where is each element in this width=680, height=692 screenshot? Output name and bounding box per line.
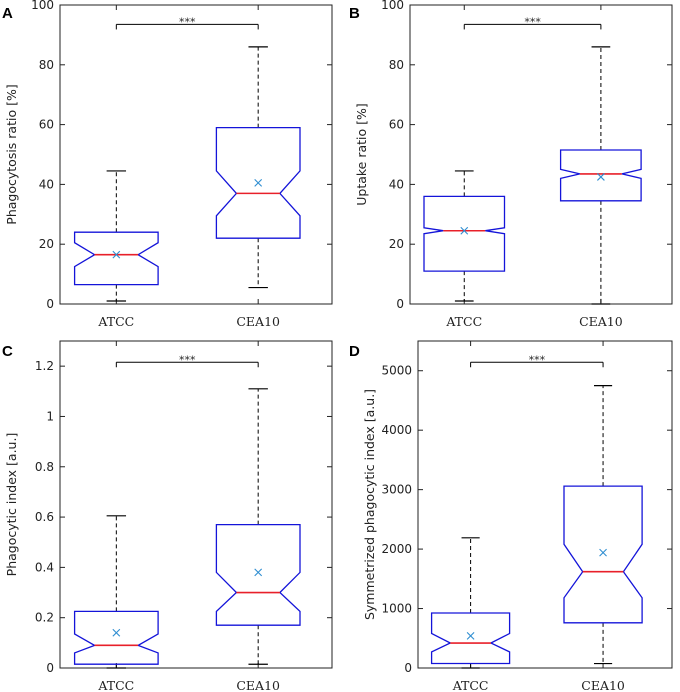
significance-label: *** xyxy=(524,15,541,28)
y-tick-label: 60 xyxy=(39,118,54,132)
mean-marker xyxy=(254,179,263,187)
box-atcc xyxy=(423,195,506,272)
mean-marker xyxy=(254,568,263,577)
y-tick-label: 5000 xyxy=(381,364,412,378)
box-atcc xyxy=(73,231,159,286)
x-tick-label: CEA10 xyxy=(581,678,625,692)
box-cea10 xyxy=(563,485,643,624)
y-tick-label: 20 xyxy=(389,237,404,251)
y-tick-label: 1.2 xyxy=(35,359,54,373)
mean-marker xyxy=(112,628,121,637)
significance-label: *** xyxy=(179,353,196,366)
panel-letter: D xyxy=(349,343,360,360)
x-tick-label: ATCC xyxy=(452,678,489,692)
x-tick-label: ATCC xyxy=(445,314,482,329)
y-tick-label: 40 xyxy=(39,177,54,191)
y-tick-label: 0 xyxy=(404,661,412,675)
y-tick-label: 0.4 xyxy=(35,560,54,574)
y-tick-label: 0.8 xyxy=(35,460,54,474)
panel-letter: B xyxy=(349,5,360,22)
y-tick-label: 0.2 xyxy=(35,611,54,625)
y-axis-label: Phagocytic index [a.u.] xyxy=(4,433,19,577)
x-tick-label: CEA10 xyxy=(236,314,280,329)
axes-frame xyxy=(417,340,673,669)
y-tick-label: 0 xyxy=(46,661,54,675)
panel-a: A 0 20 40 60 80 100 Phagocytosis ratio [%] ATCC C… xyxy=(2,0,333,329)
y-tick-label: 1000 xyxy=(381,602,412,616)
box-cea10 xyxy=(215,126,301,239)
y-tick-label: 80 xyxy=(389,58,404,72)
y-tick-label: 40 xyxy=(389,177,404,191)
y-tick-label: 80 xyxy=(39,58,54,72)
box-cea10 xyxy=(215,523,301,626)
mean-marker xyxy=(599,548,607,557)
x-tick-label: ATCC xyxy=(97,314,134,329)
y-tick-label: 20 xyxy=(39,237,54,251)
x-tick-label: CEA10 xyxy=(579,314,623,329)
y-axis-label: Symmetrized phagocytic index [a.u.] xyxy=(362,389,377,620)
y-tick-label: 100 xyxy=(381,0,404,12)
y-tick-label: 0 xyxy=(46,297,54,311)
x-tick-label: ATCC xyxy=(97,678,134,692)
y-tick-label: 3000 xyxy=(381,483,412,497)
mean-marker xyxy=(466,632,475,640)
y-tick-label: 60 xyxy=(389,118,404,132)
y-tick-label: 100 xyxy=(31,0,54,12)
y-tick-label: 0.6 xyxy=(35,510,54,524)
y-axis-label: Uptake ratio [%] xyxy=(354,103,369,206)
y-tick-label: 4000 xyxy=(381,423,412,437)
panel-b: B 0 20 40 60 80 100 Uptake ratio [%] ATCC CEA10 **… xyxy=(349,0,673,329)
y-tick-label: 1 xyxy=(46,409,54,423)
box-cea10 xyxy=(559,149,642,202)
panel-c: C 0 0.2 0.4 0.6 0.8 1 1.2 Phagocytic index [a.u.… xyxy=(2,340,333,692)
panel-letter: A xyxy=(2,5,13,22)
panel-letter: C xyxy=(2,343,13,360)
axes-frame xyxy=(59,4,333,305)
axes-frame xyxy=(59,340,333,669)
axes-frame xyxy=(409,4,673,305)
mean-marker xyxy=(112,250,121,259)
box-atcc xyxy=(73,610,159,665)
y-axis-label: Phagocytosis ratio [%] xyxy=(4,84,19,224)
x-tick-label: CEA10 xyxy=(236,678,280,692)
box-atcc xyxy=(430,612,511,665)
mean-marker xyxy=(597,173,605,181)
y-tick-label: 0 xyxy=(396,297,404,311)
significance-label: *** xyxy=(179,15,196,28)
mean-marker xyxy=(460,226,469,235)
panel-d: D 0 1000 2000 3000 4000 5000 Symmetrized phagoc… xyxy=(349,340,673,692)
y-tick-label: 2000 xyxy=(381,542,412,556)
significance-label: *** xyxy=(529,353,546,366)
